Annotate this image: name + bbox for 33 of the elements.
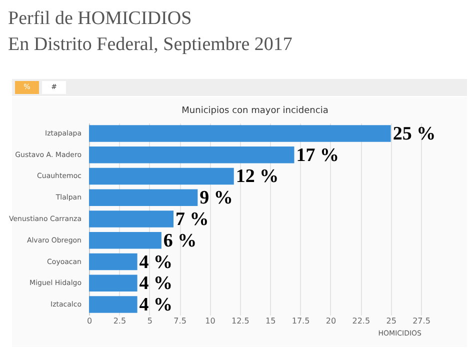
bar xyxy=(89,146,294,164)
text: Perfil de HOMICIDIOS xyxy=(8,7,193,31)
x-tick-label: 27.5 xyxy=(412,316,430,326)
bar xyxy=(89,168,234,185)
x-tick-label: 5 xyxy=(147,316,152,326)
bar xyxy=(89,253,138,270)
bar xyxy=(89,125,391,142)
bar xyxy=(89,296,138,313)
data-label: 7 % xyxy=(176,209,209,230)
x-tick-label: 10 xyxy=(205,316,216,326)
data-label: 17 % xyxy=(296,144,339,166)
x-tick-label: 0 xyxy=(86,316,92,326)
data-label: 6 % xyxy=(163,230,197,252)
bar xyxy=(89,189,198,206)
bar xyxy=(89,210,174,228)
data-label: 4 % xyxy=(139,252,173,273)
x-tick-label: 22.5 xyxy=(352,316,370,326)
data-label: 9 % xyxy=(200,188,233,209)
x-tick-label: 17.5 xyxy=(292,316,310,326)
data-label: 25 % xyxy=(392,123,436,144)
x-tick-label: 2.5 xyxy=(113,316,126,326)
x-tick-label: 7.5 xyxy=(174,316,186,326)
x-tick-label: 20 xyxy=(326,316,336,326)
x-tick-label: 25 xyxy=(386,316,396,326)
text: En Distrito Federal, Septiembre 2017 xyxy=(8,33,292,57)
bar xyxy=(89,274,138,292)
x-tick-label: 15 xyxy=(265,316,276,326)
data-label: 4 % xyxy=(139,294,173,316)
chart-title: Municipios con mayor incidencia xyxy=(182,106,328,116)
data-label: 4 % xyxy=(139,273,173,294)
data-label: 12 % xyxy=(236,166,279,188)
bar xyxy=(89,232,162,249)
x-tick-label: 12.5 xyxy=(232,316,250,326)
